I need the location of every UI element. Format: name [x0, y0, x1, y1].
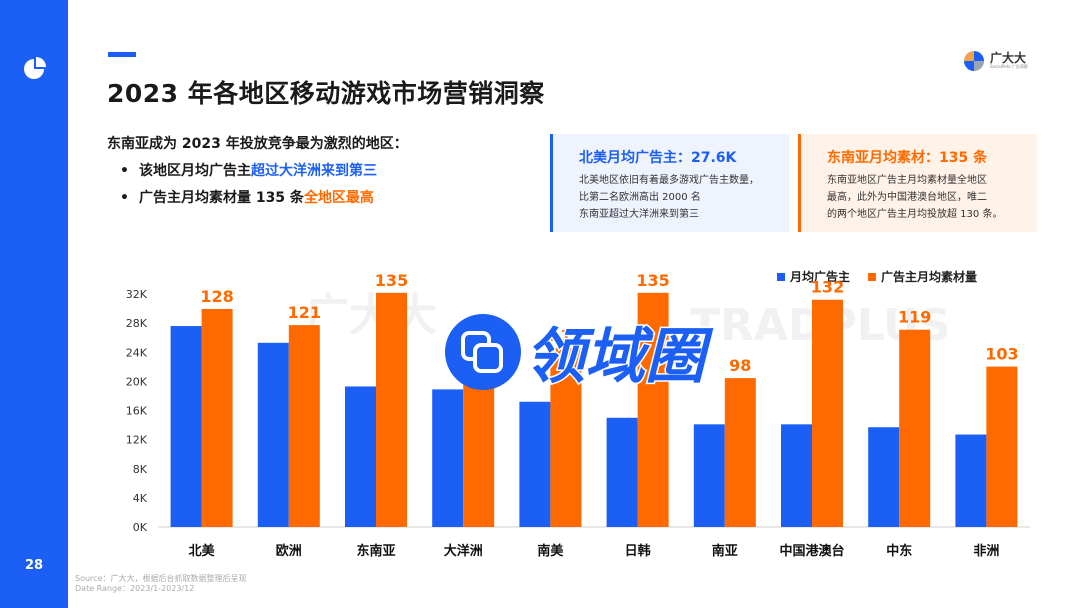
data-label: 135 — [375, 271, 408, 290]
bar-advertisers — [345, 386, 376, 527]
data-label: 103 — [985, 345, 1018, 364]
card-right-line: 的两个地区广告主月均投放超 130 条。 — [827, 209, 1003, 220]
bar-advertisers — [955, 434, 987, 527]
bullet-2-text: 广告主月均素材量 135 条 — [138, 190, 304, 206]
date-range-line: Date Range：2023/1-2023/12 — [75, 584, 195, 593]
bar-advertisers — [868, 427, 900, 527]
data-label: 119 — [898, 308, 931, 327]
bar-creatives — [376, 292, 407, 527]
y-tick-label: 12K — [126, 434, 148, 447]
y-tick-label: 20K — [126, 375, 148, 388]
bullet-1: • 该地区月均广告主超过大洋洲来到第三 — [120, 160, 377, 180]
bar-creatives — [201, 308, 233, 527]
bar-advertisers — [606, 417, 638, 527]
watermark-text: 领域圈 — [525, 322, 714, 392]
y-tick-label: 24K — [126, 346, 148, 359]
brand-subtitle: SocialPeta 广告洞察 — [990, 64, 1028, 69]
y-tick-label: 4K — [133, 492, 148, 505]
page-title: 2023 年各地区移动游戏市场营销洞察 — [107, 79, 545, 108]
source-line: Source：广大大，根据后台抓取数据整理后呈现 — [75, 574, 247, 583]
x-tick-label: 北美 — [189, 543, 216, 559]
data-label: 135 — [636, 271, 669, 290]
card-left-body: 北美地区依旧有着最多游戏广告主数量， 比第二名欧洲高出 2000 名 东南亚超过… — [579, 172, 789, 223]
x-tick-label: 南美 — [537, 543, 564, 559]
card-left-line: 北美地区依旧有着最多游戏广告主数量， — [579, 175, 759, 186]
bullet-1-highlight: 超过大洋洲来到第三 — [250, 163, 377, 179]
data-label: 128 — [200, 287, 233, 306]
legend-swatch — [777, 272, 785, 281]
x-tick-label: 中东 — [886, 543, 912, 559]
bar-advertisers — [170, 326, 202, 527]
y-tick-label: 0K — [133, 521, 148, 534]
data-label: 98 — [729, 356, 751, 375]
x-tick-label: 中国港澳台 — [779, 543, 844, 559]
x-tick-label: 南亚 — [712, 543, 738, 559]
legend-item-blue: 月均广告主 — [777, 268, 850, 285]
logo-icon — [24, 57, 46, 79]
bar-creatives — [724, 378, 756, 527]
bullet-1-text: 该地区月均广告主 — [138, 163, 251, 179]
watermark-square-front — [473, 343, 503, 373]
card-right-line: 最高，此外为中国港澳台地区，唯二 — [827, 192, 987, 203]
card-left-line: 东南亚超过大洋洲来到第三 — [579, 209, 699, 220]
legend-item-orange: 广告主月均素材量 — [868, 268, 977, 285]
y-tick-label: 28K — [126, 317, 148, 330]
card-left-title: 北美月均广告主：27.6K — [579, 150, 737, 166]
x-tick-label: 大洋洲 — [444, 543, 483, 559]
data-label: 121 — [288, 303, 321, 322]
bar-advertisers — [519, 401, 551, 527]
bar-creatives — [986, 366, 1018, 527]
y-tick-label: 8K — [133, 463, 148, 476]
bar-creatives — [550, 348, 582, 527]
bar-advertisers — [693, 424, 725, 527]
title-accent — [108, 52, 136, 57]
watermark-brand-text: 广大大 — [305, 290, 437, 341]
x-tick-label: 日韩 — [625, 543, 651, 559]
source-note: Source：广大大，根据后台抓取数据整理后呈现 Date Range：2023… — [75, 574, 246, 594]
legend-swatch — [868, 272, 877, 281]
card-right-line: 东南亚地区广告主月均素材量全地区 — [827, 175, 987, 186]
bar-creatives — [812, 299, 843, 527]
data-label: 132 — [811, 278, 844, 297]
x-tick-label: 东南亚 — [356, 543, 395, 559]
bullet-dot: • — [120, 190, 129, 206]
brand-logo: 广大大 SocialPeta 广告洞察 — [963, 48, 1028, 74]
legend-label: 广告主月均素材量 — [881, 270, 978, 284]
card-right-body: 东南亚地区广告主月均素材量全地区 最高，此外为中国港澳台地区，唯二 的两个地区广… — [827, 172, 1037, 223]
bar-advertisers — [257, 342, 289, 527]
bar-creatives — [637, 292, 669, 527]
chart-legend: 月均广告主 广告主月均素材量 — [777, 268, 995, 285]
y-tick-label: 32K — [126, 288, 148, 301]
bullet-dot: • — [120, 163, 129, 179]
bullet-2-highlight: 全地区最高 — [303, 190, 374, 206]
x-tick-label: 非洲 — [973, 543, 999, 559]
page-number: 28 — [24, 558, 44, 573]
bar-creatives — [288, 325, 320, 527]
bar-advertisers — [432, 389, 464, 527]
y-tick-label: 16K — [126, 405, 148, 418]
card-right-title: 东南亚月均素材：135 条 — [827, 150, 988, 166]
legend-label: 月均广告主 — [790, 270, 851, 284]
brand-icon — [964, 51, 984, 71]
bar-advertisers — [781, 424, 812, 527]
data-label: 111 — [549, 326, 582, 345]
card-southeast-asia: 东南亚月均素材：135 条 东南亚地区广告主月均素材量全地区 最高，此外为中国港… — [798, 134, 1037, 232]
bullet-2: • 广告主月均素材量 135 条全地区最高 — [120, 187, 374, 207]
bar-creatives — [899, 329, 931, 527]
card-north-america: 北美月均广告主：27.6K 北美地区依旧有着最多游戏广告主数量， 比第二名欧洲高… — [550, 134, 789, 232]
x-tick-label: 欧洲 — [276, 543, 302, 559]
sidebar: 28 — [0, 0, 68, 608]
brand-name: 广大大 — [990, 51, 1027, 65]
card-left-line: 比第二名欧洲高出 2000 名 — [579, 192, 701, 203]
intro-headline: 东南亚成为 2023 年投放竞争最为激烈的地区： — [107, 136, 408, 152]
